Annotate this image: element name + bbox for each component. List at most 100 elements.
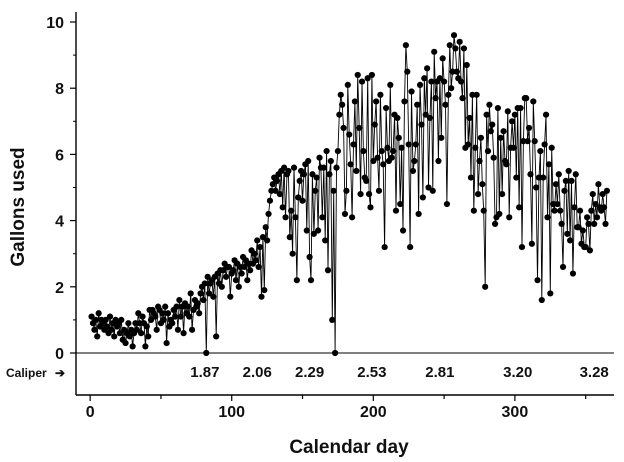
data-point (227, 293, 234, 300)
data-point (508, 118, 516, 125)
data-point (480, 207, 487, 214)
data-point (281, 164, 288, 171)
data-point (479, 181, 486, 188)
data-point (371, 121, 378, 128)
data-point (414, 101, 421, 108)
caliper-values: 1.87 2.06 2.29 2.53 2.81 3.20 3.28 (190, 364, 609, 381)
data-point (538, 296, 545, 304)
data-point (118, 316, 125, 323)
data-point (499, 191, 506, 198)
data-point (541, 141, 548, 148)
data-point (473, 91, 480, 98)
data-point (540, 174, 547, 181)
data-point (384, 144, 391, 151)
x-tick-label: 100 (218, 404, 245, 421)
data-point (603, 187, 611, 194)
data-point (459, 95, 466, 102)
data-point (552, 181, 560, 188)
data-point (241, 263, 248, 271)
data-point (548, 144, 555, 151)
data-point (225, 263, 233, 271)
data-point (388, 154, 395, 161)
data-point (412, 141, 419, 148)
data-point (593, 214, 601, 221)
caliper-value: 3.20 (503, 364, 532, 381)
plot-area (88, 32, 611, 357)
data-point (91, 326, 98, 333)
data-point (164, 310, 172, 317)
data-point (337, 91, 344, 98)
data-point (194, 300, 201, 307)
data-point (511, 111, 518, 118)
data-point (322, 237, 329, 244)
data-point (218, 283, 225, 290)
data-point (453, 68, 460, 75)
data-point (343, 187, 350, 194)
data-point (122, 339, 129, 347)
data-point (398, 144, 405, 151)
data-point (426, 114, 434, 122)
data-point (305, 157, 312, 165)
x-tick-label: 300 (502, 404, 529, 421)
y-tick-label: 8 (55, 81, 64, 98)
data-point (353, 167, 360, 175)
data-point (378, 147, 385, 155)
data-point (188, 326, 196, 333)
data-point (111, 333, 118, 340)
data-point (504, 108, 511, 115)
data-point (404, 68, 411, 75)
data-point (351, 98, 359, 105)
data-point (415, 210, 422, 218)
data-point (599, 191, 606, 198)
data-point (533, 184, 540, 191)
data-point (405, 141, 412, 148)
data-point (588, 207, 595, 214)
data-point (537, 147, 544, 155)
data-point (531, 138, 538, 145)
data-point (565, 167, 572, 175)
data-point (367, 204, 374, 211)
data-point (358, 78, 366, 85)
data-point (466, 114, 473, 122)
data-point (425, 184, 432, 191)
data-point (268, 187, 275, 194)
data-point (334, 147, 342, 155)
data-point (592, 200, 599, 208)
data-point (213, 333, 220, 340)
data-point (108, 326, 115, 333)
data-point (463, 61, 470, 69)
data-point (319, 214, 326, 221)
data-point (296, 177, 303, 184)
data-point (443, 200, 451, 208)
data-point (177, 313, 184, 320)
data-point (346, 131, 353, 138)
data-point (307, 277, 315, 284)
data-point (360, 147, 367, 155)
data-point (506, 214, 513, 221)
data-point (220, 267, 227, 274)
data-point (299, 197, 306, 204)
data-point (357, 191, 364, 198)
data-point (576, 207, 584, 214)
data-point (350, 141, 357, 148)
data-point (524, 138, 531, 145)
data-point (356, 124, 363, 132)
data-point (210, 293, 217, 300)
data-point (374, 154, 381, 161)
data-point (344, 81, 351, 88)
data-point (416, 81, 424, 88)
y-axis-title: Gallons used (8, 147, 29, 266)
data-point (135, 310, 142, 317)
data-point (559, 263, 567, 271)
data-point (200, 296, 207, 304)
data-point (295, 194, 302, 201)
data-point (569, 270, 577, 277)
data-point (448, 85, 455, 92)
data-point (173, 303, 180, 310)
data-point (279, 204, 286, 211)
data-point (411, 157, 418, 165)
data-point (395, 134, 402, 141)
data-point (557, 207, 564, 214)
data-point (438, 134, 445, 141)
data-point (286, 234, 293, 241)
